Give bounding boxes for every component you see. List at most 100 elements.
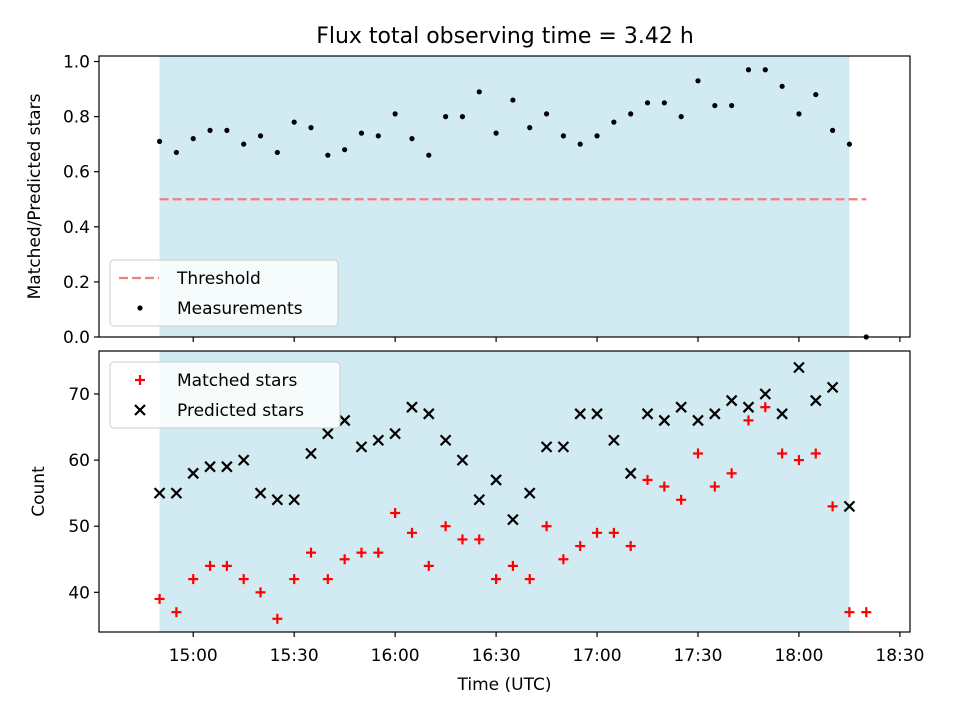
marker-stroke (709, 408, 721, 420)
legend-label: Predicted stars (177, 401, 304, 421)
marker-stroke (759, 388, 772, 400)
data-point (342, 147, 348, 153)
data-point (759, 388, 772, 400)
legend-label: Threshold (176, 269, 261, 289)
marker-stroke (692, 414, 704, 427)
marker-stroke (305, 447, 317, 460)
x-tick-label: 16:00 (371, 646, 420, 666)
marker-stroke (675, 401, 687, 413)
data-point (641, 408, 654, 420)
data-point (271, 493, 284, 506)
data-point (557, 441, 570, 453)
data-point (372, 434, 385, 447)
data-point (726, 468, 737, 479)
marker-stroke (338, 414, 351, 427)
data-point (457, 534, 468, 545)
marker-stroke (456, 454, 469, 466)
x-tick-label: 16:30 (472, 646, 521, 666)
data-point (426, 152, 432, 158)
data-point (725, 394, 738, 407)
marker-stroke (204, 460, 216, 473)
data-point (375, 133, 381, 139)
marker-stroke (490, 474, 502, 486)
marker-stroke (574, 408, 586, 420)
marker-stroke (624, 467, 637, 480)
y-tick-label: 0.0 (63, 328, 90, 348)
data-point (779, 83, 785, 89)
data-point (355, 441, 368, 453)
x-axis-label: Time (UTC) (457, 675, 552, 695)
data-point (491, 574, 502, 585)
y-tick-label: 0.4 (63, 218, 90, 238)
data-point (474, 534, 485, 545)
data-point (543, 111, 550, 117)
x-tick-label: 18:00 (774, 646, 823, 666)
data-point (541, 521, 552, 532)
marker-stroke (423, 408, 435, 420)
data-point (777, 448, 788, 459)
legend-label: Measurements (177, 299, 303, 319)
y-tick-label: 1.0 (63, 53, 90, 73)
data-point (729, 102, 735, 109)
data-point (338, 414, 351, 427)
data-point (762, 67, 768, 73)
marker-stroke (322, 427, 334, 440)
data-point (221, 560, 232, 571)
marker-stroke (389, 427, 401, 440)
data-point (358, 130, 365, 136)
data-point (204, 460, 216, 473)
data-point (861, 607, 872, 618)
data-point (288, 493, 300, 506)
y-tick-label: 70 (68, 385, 90, 405)
y-tick-label: 60 (68, 451, 90, 471)
data-point (712, 102, 718, 109)
data-point (796, 111, 802, 117)
data-point (760, 402, 771, 413)
data-point (156, 138, 163, 145)
data-point (392, 111, 398, 117)
data-point (846, 141, 853, 147)
data-point (574, 408, 586, 420)
data-point (440, 521, 451, 532)
marker-stroke (843, 500, 856, 513)
data-point (188, 574, 199, 585)
data-point (625, 541, 636, 552)
data-point (306, 547, 317, 558)
legend-swatch (137, 305, 143, 311)
data-point (577, 141, 583, 147)
data-point (675, 401, 687, 413)
data-point (171, 607, 182, 618)
data-point (692, 448, 703, 459)
data-point (624, 467, 637, 480)
data-point (154, 593, 165, 604)
data-point (558, 554, 569, 565)
x-tick-label: 17:00 (573, 646, 622, 666)
marker-stroke (591, 408, 603, 420)
data-point (844, 607, 855, 618)
marker-stroke (271, 493, 284, 506)
series-0 (156, 67, 869, 340)
legend: Threshold Measurements (109, 259, 339, 327)
data-point (406, 401, 418, 413)
data-point (308, 125, 314, 131)
marker-stroke (254, 487, 267, 499)
data-point (742, 401, 755, 413)
data-point (439, 434, 452, 447)
data-point (356, 547, 367, 558)
data-point (560, 133, 566, 139)
data-point (843, 500, 856, 513)
marker-stroke (237, 454, 250, 466)
data-point (594, 133, 600, 139)
data-point (510, 97, 516, 103)
data-point (591, 408, 603, 420)
x-tick-label: 15:30 (270, 646, 319, 666)
data-point (289, 574, 300, 585)
data-point (644, 100, 651, 106)
data-point (373, 547, 384, 558)
data-point (207, 127, 213, 133)
data-point (389, 427, 401, 440)
data-point (423, 408, 435, 420)
marker-stroke (641, 408, 654, 420)
data-point (473, 493, 486, 506)
y-tick-label: 50 (68, 517, 90, 537)
